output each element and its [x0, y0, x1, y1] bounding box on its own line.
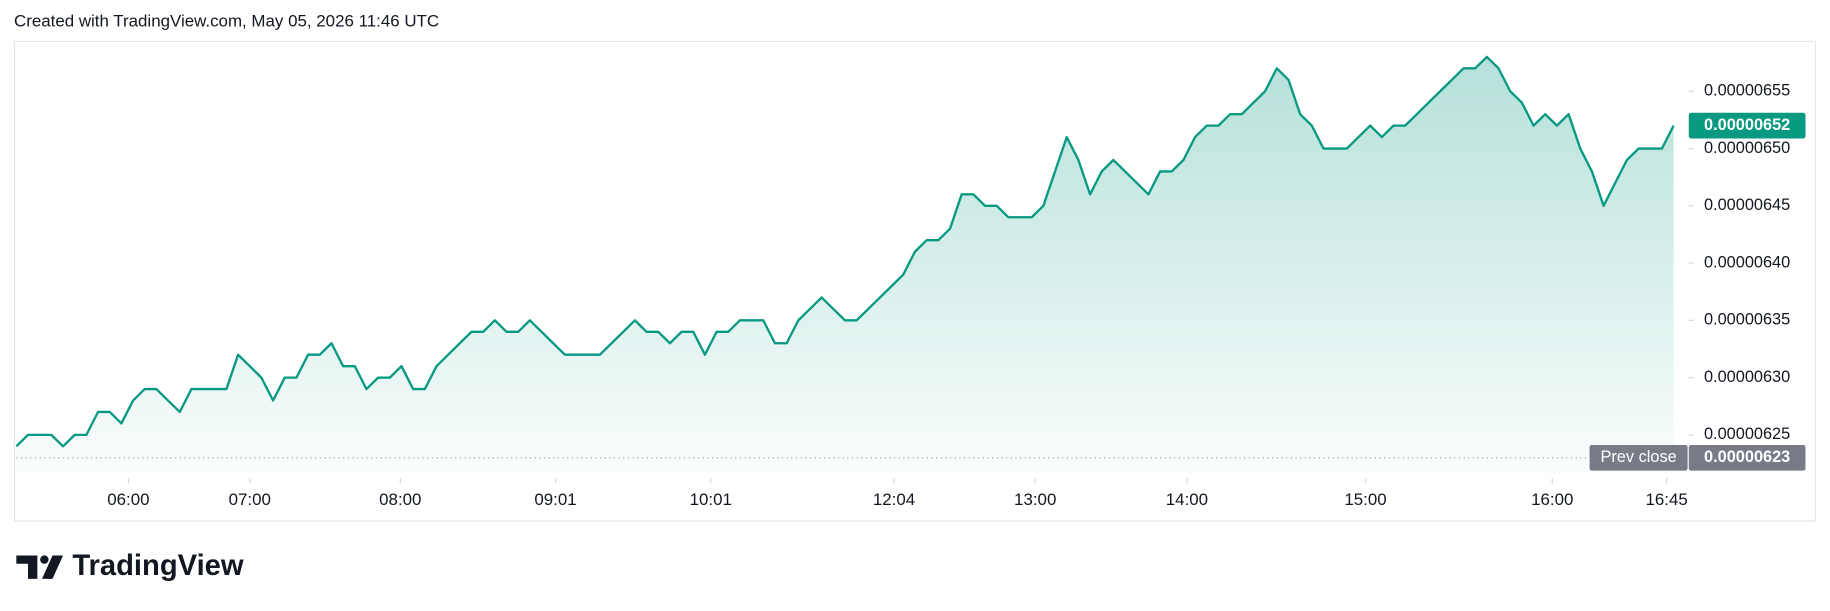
x-tick-label: 12:04 [873, 490, 915, 509]
y-tick-label: 0.00000630 [1704, 368, 1790, 386]
x-tick-label: 09:01 [534, 490, 576, 509]
x-tick-label: 15:00 [1344, 490, 1386, 509]
prev-close-box [1688, 444, 1806, 471]
brand-text: TradingView [72, 550, 244, 582]
x-tick-label: 06:00 [107, 490, 149, 509]
x-tick-label: 14:00 [1166, 490, 1208, 509]
logo-icon [42, 555, 64, 579]
x-tick-label: 07:00 [229, 490, 271, 509]
plot-layer: 0.00000625 0.00000630 0.00000635 0.00000640… [15, 55, 1806, 509]
prev-close-value: 0.00000623 [1704, 448, 1790, 466]
brand-logo: TradingView [16, 550, 244, 582]
logo-icon [16, 555, 38, 579]
last-price-box [1688, 112, 1806, 139]
price-line [15, 55, 1675, 448]
header-text: Created with TradingView.com, May 05, 20… [14, 12, 439, 31]
x-tick-label: 13:00 [1014, 490, 1056, 509]
y-tick-label: 0.00000640 [1704, 253, 1790, 271]
x-tick-label: 16:45 [1645, 490, 1687, 509]
x-tick-label: 08:00 [379, 490, 421, 509]
chart-frame [14, 40, 1816, 522]
x-tick-label: 16:00 [1531, 490, 1573, 509]
y-tick-label: 0.00000635 [1704, 311, 1790, 329]
last-price-label: 0.00000652 [1704, 116, 1790, 134]
y-tick-label: 0.00000625 [1704, 425, 1790, 443]
y-tick-label: 0.00000645 [1704, 196, 1790, 214]
prev-close-text: Prev close [1600, 448, 1676, 466]
y-tick-label: 0.00000650 [1704, 139, 1790, 157]
prev-close-tag [1589, 444, 1688, 471]
area-fill [16, 56, 1674, 473]
logo-icon [40, 555, 49, 564]
x-tick-label: 10:01 [690, 490, 732, 509]
y-tick-label: 0.00000655 [1704, 82, 1790, 100]
